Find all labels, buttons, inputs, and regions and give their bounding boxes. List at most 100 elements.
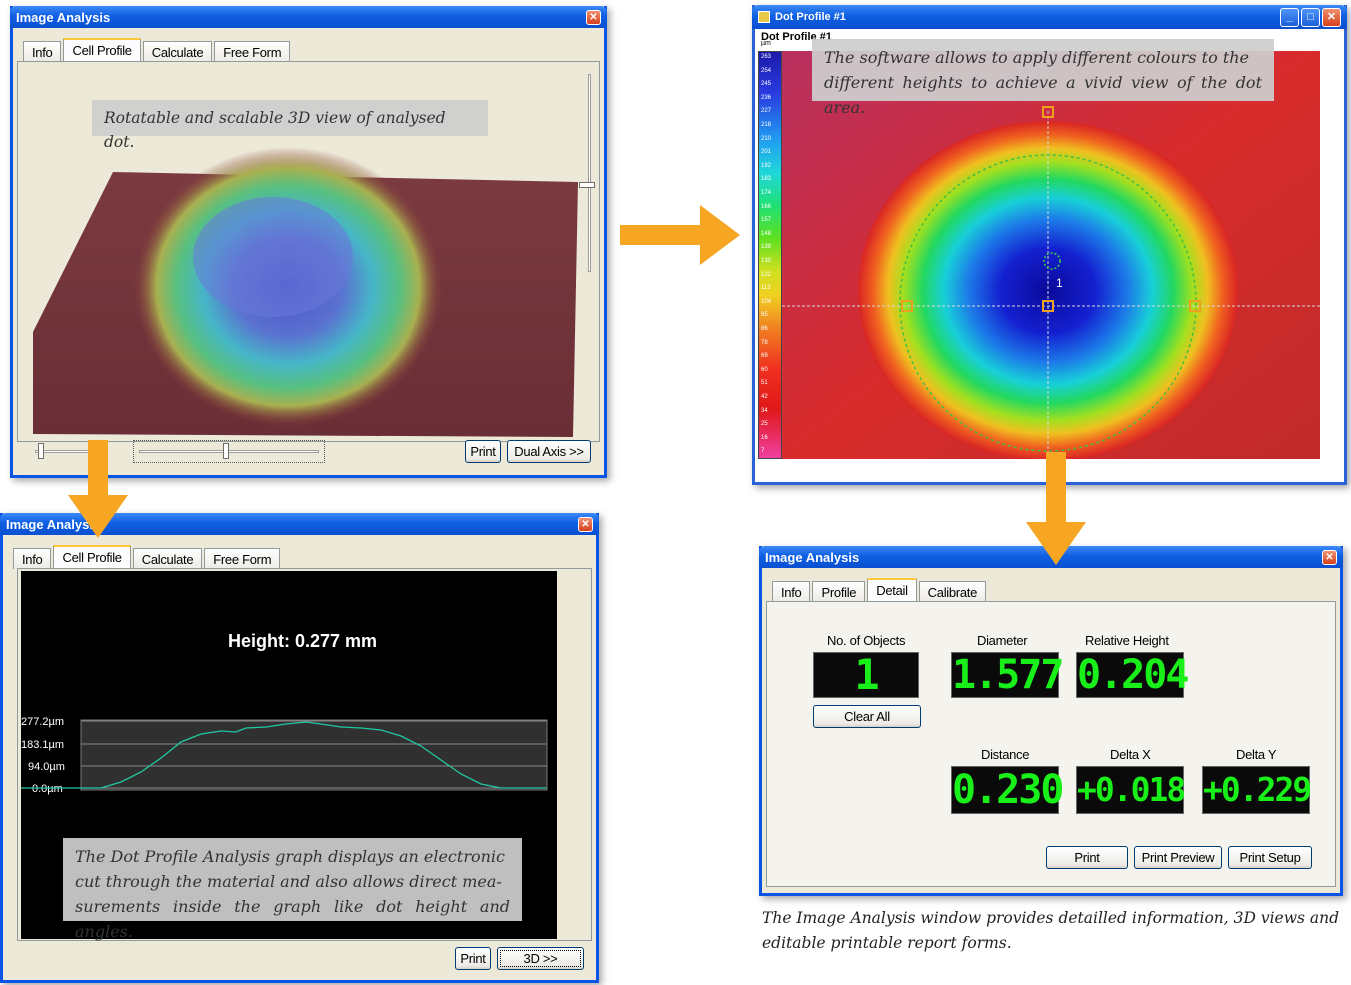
tab-calculate[interactable]: Calculate: [142, 41, 213, 62]
scale-tick: 60: [761, 366, 768, 373]
title-bar: Dot Profile #1 _ □ ✕: [752, 5, 1347, 29]
arrow-down-icon: [1026, 452, 1086, 565]
tab-panel: Rotatable and scalable 3D view of analys…: [17, 61, 600, 442]
y-label-0: 0.0µm: [32, 783, 63, 795]
tab-calculate[interactable]: Calculate: [132, 548, 203, 569]
handle-right[interactable]: [1189, 300, 1201, 312]
tab-profile[interactable]: Profile: [812, 581, 866, 602]
rotation-slider-thumb[interactable]: [38, 443, 44, 459]
scale-tick: 210: [761, 135, 772, 142]
caption-dot-profile: The software allows to apply different c…: [812, 39, 1274, 117]
scale-unit: µm: [761, 40, 771, 47]
height-readout: Height: 0.277 mm: [228, 631, 378, 651]
handle-center[interactable]: [1042, 300, 1054, 312]
scale-tick: 157: [761, 217, 772, 224]
print-setup-button[interactable]: Print Setup: [1228, 846, 1312, 869]
profile-line[interactable]: [21, 721, 547, 789]
image-analysis-detail-window: Image Analysis ✕ Info Profile Detail Cal…: [759, 546, 1343, 896]
tab-free-form[interactable]: Free Form: [214, 41, 291, 62]
vertical-slider[interactable]: [588, 74, 591, 272]
scale-tick: 263: [761, 54, 772, 60]
tab-detail[interactable]: Detail: [867, 578, 917, 602]
height-map[interactable]: 1: [782, 51, 1320, 459]
handle-left[interactable]: [901, 300, 913, 312]
window-title: Image Analysis: [6, 516, 101, 532]
delta-x-label: Delta X: [1110, 747, 1151, 762]
tab-strip: Info Profile Detail Calibrate: [772, 578, 988, 602]
scale-tick: 139: [761, 244, 772, 251]
dot-profile-canvas: Dot Profile #1 µm 263 254 245 236 227 218 210 2…: [755, 29, 1344, 482]
caption-3d: Rotatable and scalable 3D view of analys…: [92, 100, 488, 151]
center-marker[interactable]: [1043, 252, 1061, 270]
diameter-display: 1.577: [951, 652, 1064, 698]
scale-tick: 51: [761, 380, 768, 387]
footer-caption-line-2: editable printable report forms.: [762, 934, 1012, 952]
scale-tick: 7: [761, 448, 765, 455]
print-preview-button[interactable]: Print Preview: [1134, 846, 1222, 869]
dual-axis-button[interactable]: Dual Axis >>: [507, 440, 591, 463]
scale-slider-thumb[interactable]: [223, 443, 229, 459]
print-button[interactable]: Print: [1046, 846, 1128, 869]
tab-info[interactable]: Info: [772, 581, 811, 602]
tab-free-form[interactable]: Free Form: [204, 548, 281, 569]
title-bar: Image Analysis ✕: [0, 513, 599, 535]
close-icon[interactable]: ✕: [1322, 7, 1341, 27]
height-color-scale: µm 263 254 245 236 227 218 210 201 192 183 174 166 1…: [758, 40, 783, 460]
scale-tick: 95: [761, 312, 768, 319]
close-icon[interactable]: ✕: [1322, 549, 1337, 565]
scale-tick: 236: [761, 94, 772, 101]
scale-tick: 25: [761, 421, 768, 428]
tab-info[interactable]: Info: [13, 548, 52, 569]
scale-tick: 227: [761, 108, 772, 115]
diameter-label: Diameter: [977, 633, 1028, 648]
scale-slider[interactable]: [139, 450, 319, 453]
scale-ticks: 263 254 245 236 227 218 210 201 192 183 174 166 157 1…: [759, 52, 783, 460]
tab-info[interactable]: Info: [23, 41, 62, 62]
clear-all-button[interactable]: Clear All: [813, 705, 921, 728]
handle-top[interactable]: [1042, 106, 1054, 118]
maximize-icon[interactable]: □: [1301, 7, 1320, 27]
app-icon: [758, 11, 770, 23]
caption-line-1: The software allows to apply different c…: [824, 48, 1250, 67]
scale-tick: 148: [761, 230, 772, 237]
profile-chart[interactable]: 277.2µm 183.1µm 94.0µm 0.0µm: [21, 716, 557, 816]
window-title: Image Analysis: [765, 549, 860, 565]
y-label-277: 277.2µm: [21, 716, 64, 728]
scale-tick: 16: [761, 434, 768, 441]
close-icon[interactable]: ✕: [586, 9, 601, 25]
caption-line-2: cut through the material and also allows…: [75, 872, 502, 891]
footer-caption-line-1: The Image Analysis window provides detai…: [762, 909, 1340, 927]
tab-strip: Info Cell Profile Calculate Free Form: [13, 545, 282, 569]
3d-surface-view[interactable]: [18, 62, 588, 442]
print-button[interactable]: Print: [455, 947, 491, 970]
scale-tick: 69: [761, 353, 768, 360]
relative-height-display: 0.204: [1076, 652, 1189, 698]
tab-cell-profile[interactable]: Cell Profile: [63, 38, 141, 62]
scale-tick: 104: [761, 298, 772, 305]
scale-tick: 122: [761, 271, 772, 278]
tab-cell-profile[interactable]: Cell Profile: [53, 545, 131, 569]
print-button[interactable]: Print: [465, 440, 501, 463]
scale-tick: 86: [761, 326, 768, 332]
close-icon[interactable]: ✕: [578, 516, 593, 532]
caption-line-2: different heights to achieve a vivid vie…: [824, 73, 1262, 117]
3d-view-button[interactable]: 3D >>: [497, 947, 584, 970]
vertical-slider-thumb[interactable]: [579, 182, 595, 188]
chart-plot-bg: [80, 719, 548, 791]
caption-line-1: The Dot Profile Analysis graph displays …: [75, 847, 505, 866]
delta-y-display: +0.229: [1202, 766, 1312, 814]
dot-heat-area: [858, 121, 1238, 459]
arrow-down-icon: [68, 440, 128, 538]
distance-label: Distance: [981, 747, 1030, 762]
caption-line-3: surements inside the graph like dot heig…: [75, 897, 510, 941]
tab-calibrate[interactable]: Calibrate: [918, 581, 986, 602]
delta-y-label: Delta Y: [1236, 747, 1277, 762]
minimize-icon[interactable]: _: [1280, 7, 1299, 27]
distance-display: 0.230: [951, 766, 1064, 814]
profile-graph-area[interactable]: Height: 0.277 mm 277.2µm 183.1µm 94.0µm …: [21, 571, 557, 941]
title-bar: Image Analysis ✕: [10, 6, 607, 28]
scale-tick: 218: [761, 122, 772, 128]
scale-tick: 113: [761, 285, 771, 292]
marker-label: 1: [1056, 276, 1063, 290]
measurement-circle[interactable]: [899, 154, 1197, 452]
